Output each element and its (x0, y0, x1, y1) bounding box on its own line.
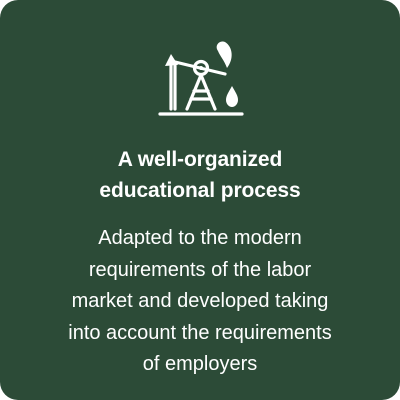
card-title-line: A well-organized (117, 148, 283, 171)
card-description-line: Adapted to the modern (98, 227, 302, 249)
oil-pump-jack-icon (156, 38, 246, 120)
card-title-line: educational process (99, 179, 301, 202)
card-description-line: market and developed taking (71, 290, 329, 312)
card-description-line: requirements of the labor (88, 258, 312, 281)
card-title: A well-organized educational process (20, 144, 380, 206)
card-description-line: into account the requirements (68, 321, 332, 344)
card-description: Adapted to the modern requirements of th… (18, 223, 382, 381)
card-description-line: of employers (142, 353, 258, 375)
